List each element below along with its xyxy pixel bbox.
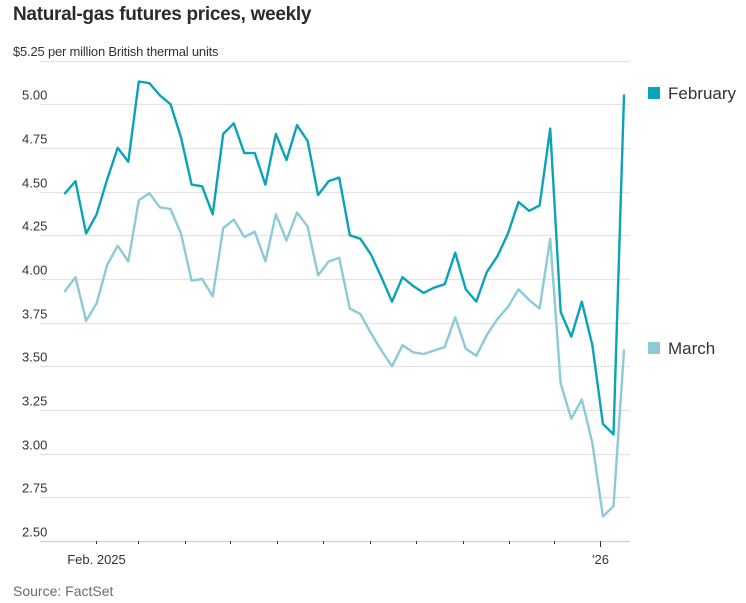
- y-tick-label: 3.75: [22, 307, 47, 322]
- legend-swatch-march: [648, 342, 660, 354]
- legend: February March: [648, 84, 737, 358]
- x-tick-label: '26: [592, 552, 609, 567]
- chart-subtitle: $5.25 per million British thermal units: [13, 44, 219, 59]
- y-tick-label: 3.25: [22, 394, 47, 409]
- series-line-march: [63, 192, 626, 518]
- source-note: Source: FactSet: [13, 583, 114, 599]
- y-tick-label: 4.00: [22, 263, 47, 278]
- y-tick-label: 3.00: [22, 438, 47, 453]
- y-axis-ticks: 5.00 4.75 4.50 4.25 4.00 3.75 3.50 3.25 3.00 2.75…: [22, 88, 47, 540]
- gridlines: [40, 60, 630, 543]
- legend-swatch-february: [648, 87, 660, 99]
- legend-label-february: February: [668, 84, 737, 103]
- y-tick-label: 3.50: [22, 350, 47, 365]
- y-tick-label: 5.00: [22, 88, 47, 103]
- y-tick-label: 2.50: [22, 525, 47, 540]
- chart-title: Natural-gas futures prices, weekly: [13, 4, 312, 25]
- series-lines: [63, 80, 626, 518]
- y-tick-label: 2.75: [22, 481, 47, 496]
- x-axis: Feb. 2025 '26: [67, 541, 609, 567]
- x-tick-label: Feb. 2025: [67, 552, 126, 567]
- y-tick-label: 4.50: [22, 176, 47, 191]
- legend-label-march: March: [668, 339, 715, 358]
- y-tick-label: 4.75: [22, 132, 47, 147]
- y-tick-label: 4.25: [22, 219, 47, 234]
- series-line-february: [63, 80, 626, 436]
